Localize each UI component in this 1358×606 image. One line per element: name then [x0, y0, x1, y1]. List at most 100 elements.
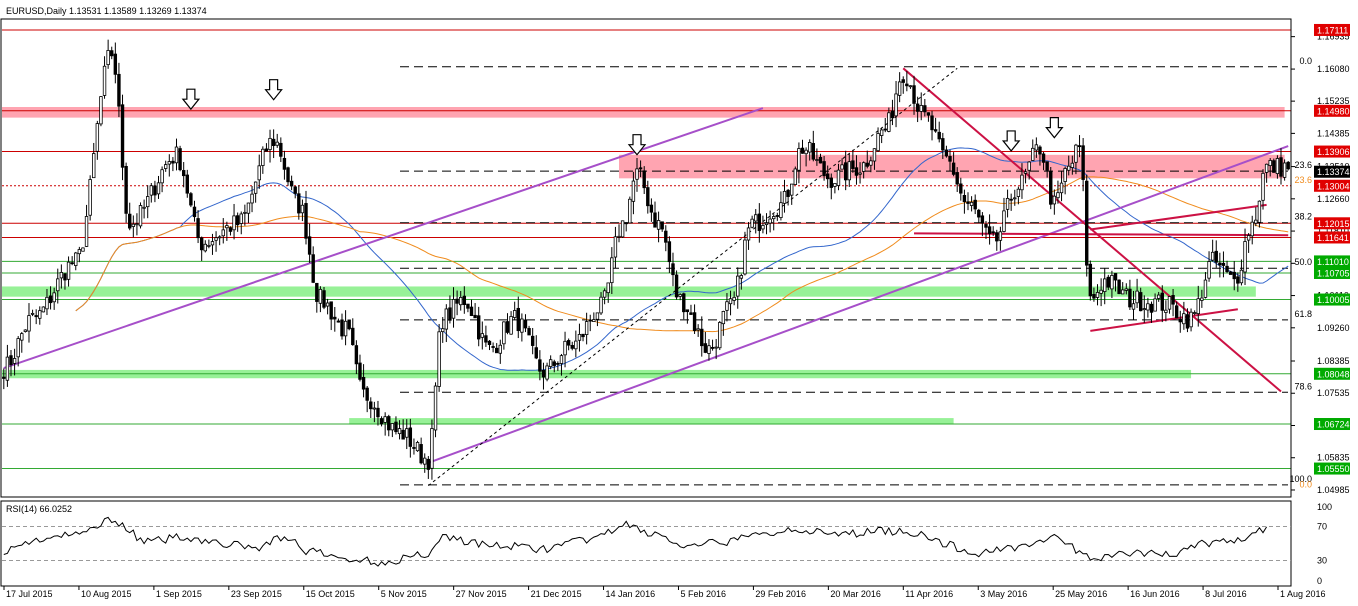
rsi-tick-label: 100 [1317, 502, 1332, 512]
level-tag-box [1314, 367, 1350, 380]
candle-body [361, 376, 366, 390]
candle-body [268, 137, 272, 150]
level-tag-label: 1.06724 [1317, 420, 1350, 430]
candle-body [1049, 170, 1053, 205]
candle-body [146, 196, 150, 208]
down-arrow-icon [1045, 117, 1064, 139]
candle-body [574, 340, 578, 350]
candle-body [714, 346, 718, 349]
candle-body [1059, 182, 1064, 194]
level-tag-label: 1.11641 [1317, 233, 1349, 243]
candle-body [1135, 290, 1139, 304]
candle-body [1200, 297, 1204, 301]
candle-body [1178, 318, 1182, 323]
candle-body [505, 321, 510, 333]
candle-body [5, 356, 10, 381]
candle-body [228, 227, 233, 232]
candle-body [768, 218, 772, 224]
candle-body [437, 331, 441, 387]
dotted-trendline [428, 67, 958, 487]
candle-body [887, 112, 891, 132]
candle-body [1013, 197, 1017, 200]
candle-body [1250, 221, 1254, 237]
candle-body [1020, 174, 1024, 191]
candle-body [1207, 261, 1211, 279]
price-tick-label: 1.04985 [1317, 485, 1350, 495]
candle-body [656, 220, 661, 230]
candle-body [1031, 147, 1035, 161]
candle-body [599, 296, 603, 314]
candle-body [455, 298, 459, 304]
fib-label: 50.0 [1294, 257, 1312, 267]
candle-body [879, 129, 884, 136]
candle-body [1167, 296, 1172, 310]
candle-body [1027, 161, 1031, 171]
level-tag-label: 1.13004 [1317, 181, 1350, 191]
candle-body [995, 232, 999, 242]
candle-body [225, 225, 229, 229]
candle-body [570, 345, 574, 349]
candle-body [487, 340, 492, 345]
candle-body [948, 156, 952, 162]
candle-body [289, 180, 294, 187]
candle-body [725, 301, 729, 311]
candle-body [743, 239, 747, 275]
candle-body [1189, 311, 1193, 328]
candle-body [196, 218, 200, 239]
candle-body [171, 160, 175, 164]
candle-body [1214, 250, 1218, 263]
candle-body [908, 85, 913, 88]
candle-body [52, 292, 56, 303]
time-tick-label: 17 Jul 2015 [6, 589, 53, 599]
candle-body [189, 193, 193, 206]
candle-body [1185, 314, 1190, 329]
support-zone [2, 286, 1256, 297]
candle-body [941, 138, 945, 151]
candle-body [38, 310, 42, 319]
candle-body [1153, 298, 1157, 312]
level-tag-label: 1.17111 [1317, 25, 1348, 35]
candle-body [149, 185, 154, 196]
candle-body [890, 110, 895, 119]
candle-body [624, 222, 628, 225]
candle-body [782, 190, 787, 204]
candle-body [653, 212, 657, 228]
candle-body [631, 180, 636, 202]
level-tag-label: 1.10705 [1317, 268, 1350, 278]
candle-body [102, 65, 107, 96]
candle-body [973, 199, 977, 210]
candle-body [944, 149, 949, 157]
price-tick-label: 1.07535 [1317, 388, 1350, 398]
candle-body [991, 231, 995, 234]
candle-body [498, 344, 502, 354]
candle-body [566, 340, 571, 346]
candle-body [833, 183, 837, 187]
candle-body [315, 282, 319, 302]
level-tag-box [1314, 255, 1350, 268]
candle-body [1228, 271, 1233, 275]
candle-body [138, 205, 143, 227]
candle-body [1045, 161, 1049, 171]
candle-body [962, 195, 967, 203]
support-zone [349, 418, 954, 425]
candle-body [88, 179, 92, 216]
fib-label: 78.6 [1294, 381, 1312, 391]
channel-trendline [427, 145, 1289, 464]
candle-body [264, 148, 269, 152]
candle-body [581, 333, 585, 338]
candle-body [81, 247, 85, 252]
candle-body [577, 334, 582, 341]
down-arrow-icon [1001, 130, 1021, 152]
time-tick-label: 5 Feb 2016 [680, 589, 726, 599]
candle-body [509, 316, 513, 335]
candle-body [1156, 294, 1161, 299]
candle-body [613, 236, 618, 258]
candle-body [1254, 219, 1258, 224]
candle-body [1099, 289, 1103, 294]
candle-body [494, 347, 499, 354]
candle-body [761, 225, 765, 230]
candle-body [1239, 269, 1244, 284]
candle-body [1041, 153, 1046, 163]
candle-body [459, 296, 463, 306]
fib-label: 61.8 [1294, 309, 1312, 319]
